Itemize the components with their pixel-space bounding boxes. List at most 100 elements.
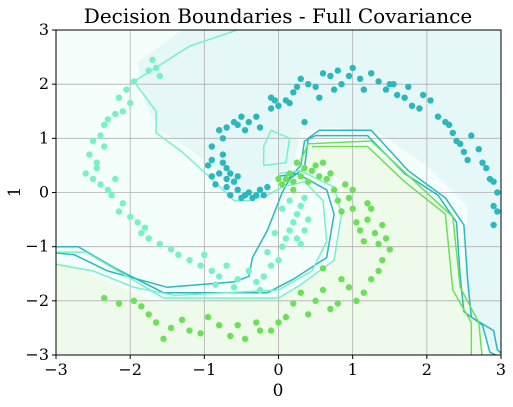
- point-mint: [97, 132, 104, 139]
- point-teal: [356, 75, 364, 83]
- x-tick-label: 0: [273, 360, 283, 379]
- point-mint: [245, 267, 252, 275]
- point-green: [360, 238, 367, 245]
- point-green: [186, 327, 193, 334]
- point-green: [275, 175, 282, 183]
- point-green: [297, 173, 304, 180]
- point-mint: [89, 175, 97, 183]
- point-green: [319, 159, 327, 166]
- x-axis-ticks: −3 −2 −1 0 1 2 3: [44, 355, 506, 379]
- point-mint: [149, 56, 156, 63]
- point-green: [282, 175, 290, 183]
- point-green: [364, 200, 371, 207]
- point-teal: [460, 148, 468, 156]
- point-teal: [345, 72, 353, 80]
- point-green: [275, 319, 282, 326]
- point-teal: [434, 113, 442, 120]
- point-mint: [138, 229, 145, 237]
- point-green: [349, 205, 356, 212]
- boundary-line-green: [300, 140, 483, 355]
- point-green: [130, 297, 138, 304]
- point-teal: [464, 156, 471, 164]
- point-teal: [427, 97, 434, 104]
- point-mint: [301, 194, 308, 202]
- point-teal: [230, 178, 238, 185]
- point-green: [368, 205, 375, 212]
- point-teal: [368, 70, 375, 77]
- point-teal: [275, 102, 282, 110]
- point-mint: [297, 240, 304, 248]
- point-teal: [234, 173, 241, 180]
- point-green: [345, 284, 353, 291]
- point-green: [356, 227, 364, 234]
- point-teal: [330, 86, 338, 93]
- point-teal: [208, 173, 215, 180]
- point-teal: [334, 67, 341, 74]
- point-teal: [338, 81, 345, 88]
- point-teal: [483, 164, 490, 172]
- point-mint: [119, 108, 127, 115]
- plot-area: [55, 29, 502, 356]
- point-teal: [234, 186, 241, 193]
- point-mint: [286, 197, 293, 204]
- point-teal: [297, 75, 304, 83]
- point-mint: [279, 243, 286, 250]
- point-green: [379, 257, 386, 264]
- point-mint: [134, 219, 141, 226]
- point-mint: [86, 151, 93, 158]
- point-teal: [212, 181, 219, 188]
- point-teal: [349, 64, 356, 72]
- point-teal: [223, 183, 230, 191]
- boundary-line-mint: [133, 81, 157, 112]
- point-mint: [89, 137, 97, 145]
- point-mint: [216, 273, 223, 280]
- point-green: [323, 175, 330, 183]
- point-green: [301, 164, 308, 172]
- point-green: [197, 330, 204, 337]
- point-green: [353, 219, 360, 226]
- point-green: [160, 335, 167, 342]
- point-teal: [223, 124, 230, 131]
- point-mint: [271, 229, 278, 237]
- point-teal: [260, 192, 267, 199]
- point-teal: [360, 86, 367, 93]
- point-green: [290, 178, 297, 185]
- point-mint: [275, 257, 282, 264]
- point-green: [290, 300, 297, 307]
- point-mint: [112, 175, 119, 183]
- point-mint: [256, 286, 264, 294]
- point-teal: [490, 221, 497, 229]
- point-green: [256, 327, 264, 334]
- point-teal: [293, 83, 301, 91]
- point-mint: [305, 216, 312, 223]
- point-teal: [312, 83, 319, 91]
- point-green: [308, 167, 316, 174]
- point-mint: [152, 64, 160, 72]
- point-mint: [264, 248, 271, 256]
- point-teal: [419, 91, 427, 99]
- point-green: [204, 313, 212, 321]
- x-tick-label: 3: [496, 360, 506, 379]
- y-axis-ticks: −3 −2 −1 0 1 2 3: [25, 20, 56, 364]
- point-mint: [145, 235, 152, 242]
- point-teal: [449, 129, 456, 137]
- point-teal: [208, 143, 215, 150]
- x-tick-label: 2: [422, 360, 432, 379]
- point-mint: [212, 281, 219, 288]
- point-teal: [286, 99, 293, 107]
- point-mint: [286, 227, 293, 234]
- point-mint: [145, 67, 152, 74]
- point-mint: [175, 251, 182, 258]
- point-teal: [494, 208, 501, 215]
- point-teal: [416, 105, 423, 112]
- point-mint: [127, 99, 134, 107]
- point-teal: [267, 94, 275, 101]
- point-mint: [93, 164, 101, 172]
- point-green: [216, 322, 223, 329]
- point-teal: [256, 186, 264, 193]
- point-green: [241, 335, 249, 342]
- point-green: [342, 181, 349, 188]
- point-teal: [457, 140, 464, 147]
- point-green: [178, 316, 186, 323]
